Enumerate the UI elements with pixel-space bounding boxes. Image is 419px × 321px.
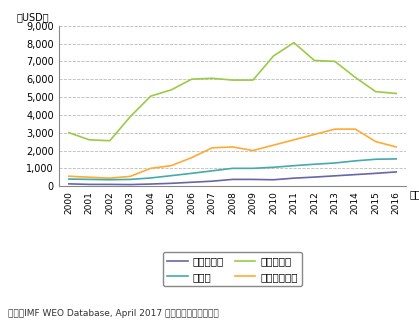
南アフリカ (148, 94, 153, 98)
南アフリカ (66, 131, 71, 134)
Text: （USD）: （USD） (17, 13, 49, 22)
エチオピア (128, 183, 133, 187)
ナイジェリア (107, 176, 112, 180)
Line: ナイジェリア: ナイジェリア (69, 129, 396, 178)
南アフリカ (251, 78, 256, 82)
エチオピア (271, 178, 276, 182)
ナイジェリア (291, 138, 296, 142)
ナイジェリア (251, 149, 256, 152)
ナイジェリア (66, 174, 71, 178)
ケニア (230, 166, 235, 170)
ナイジェリア (271, 143, 276, 147)
エチオピア (189, 180, 194, 184)
ナイジェリア (353, 127, 358, 131)
ナイジェリア (394, 145, 399, 149)
Line: ケニア: ケニア (69, 159, 396, 180)
ナイジェリア (148, 166, 153, 170)
南アフリカ (169, 88, 174, 92)
エチオピア (169, 181, 174, 185)
南アフリカ (128, 115, 133, 118)
ケニア (87, 178, 92, 181)
南アフリカ (271, 54, 276, 58)
南アフリカ (107, 139, 112, 143)
南アフリカ (189, 77, 194, 81)
ケニア (128, 178, 133, 181)
エチオピア (251, 178, 256, 181)
南アフリカ (353, 75, 358, 79)
エチオピア (107, 182, 112, 186)
エチオピア (210, 179, 215, 183)
Legend: エチオピア, ケニア, 南アフリカ, ナイジェリア: エチオピア, ケニア, 南アフリカ, ナイジェリア (163, 252, 303, 286)
南アフリカ (394, 91, 399, 95)
南アフリカ (373, 90, 378, 94)
ケニア (312, 162, 317, 166)
Text: （年）: （年） (410, 189, 419, 199)
ナイジェリア (210, 146, 215, 150)
ケニア (210, 169, 215, 173)
ケニア (271, 165, 276, 169)
エチオピア (148, 182, 153, 186)
南アフリカ (291, 41, 296, 45)
南アフリカ (332, 59, 337, 63)
ナイジェリア (373, 140, 378, 143)
南アフリカ (312, 58, 317, 62)
Line: 南アフリカ: 南アフリカ (69, 43, 396, 141)
エチオピア (312, 175, 317, 179)
エチオピア (332, 174, 337, 178)
ナイジェリア (128, 174, 133, 178)
エチオピア (230, 178, 235, 181)
エチオピア (394, 170, 399, 174)
南アフリカ (230, 78, 235, 82)
ケニア (291, 164, 296, 168)
エチオピア (291, 176, 296, 180)
ケニア (394, 157, 399, 161)
ナイジェリア (312, 133, 317, 136)
ケニア (353, 159, 358, 163)
エチオピア (66, 182, 71, 186)
ケニア (251, 166, 256, 170)
ケニア (332, 161, 337, 165)
Line: エチオピア: エチオピア (69, 172, 396, 185)
Text: 資料：IMF WEO Database, April 2017 から経済産業省作成。: 資料：IMF WEO Database, April 2017 から経済産業省作… (8, 309, 219, 318)
ナイジェリア (87, 175, 92, 179)
ケニア (107, 178, 112, 182)
エチオピア (373, 171, 378, 175)
エチオピア (87, 182, 92, 186)
南アフリカ (210, 76, 215, 80)
ケニア (66, 177, 71, 181)
ナイジェリア (169, 164, 174, 168)
ナイジェリア (189, 156, 194, 160)
ケニア (373, 157, 378, 161)
ナイジェリア (230, 145, 235, 149)
ケニア (169, 174, 174, 178)
ナイジェリア (332, 127, 337, 131)
南アフリカ (87, 138, 92, 142)
エチオピア (353, 173, 358, 177)
ケニア (189, 171, 194, 175)
ケニア (148, 176, 153, 180)
